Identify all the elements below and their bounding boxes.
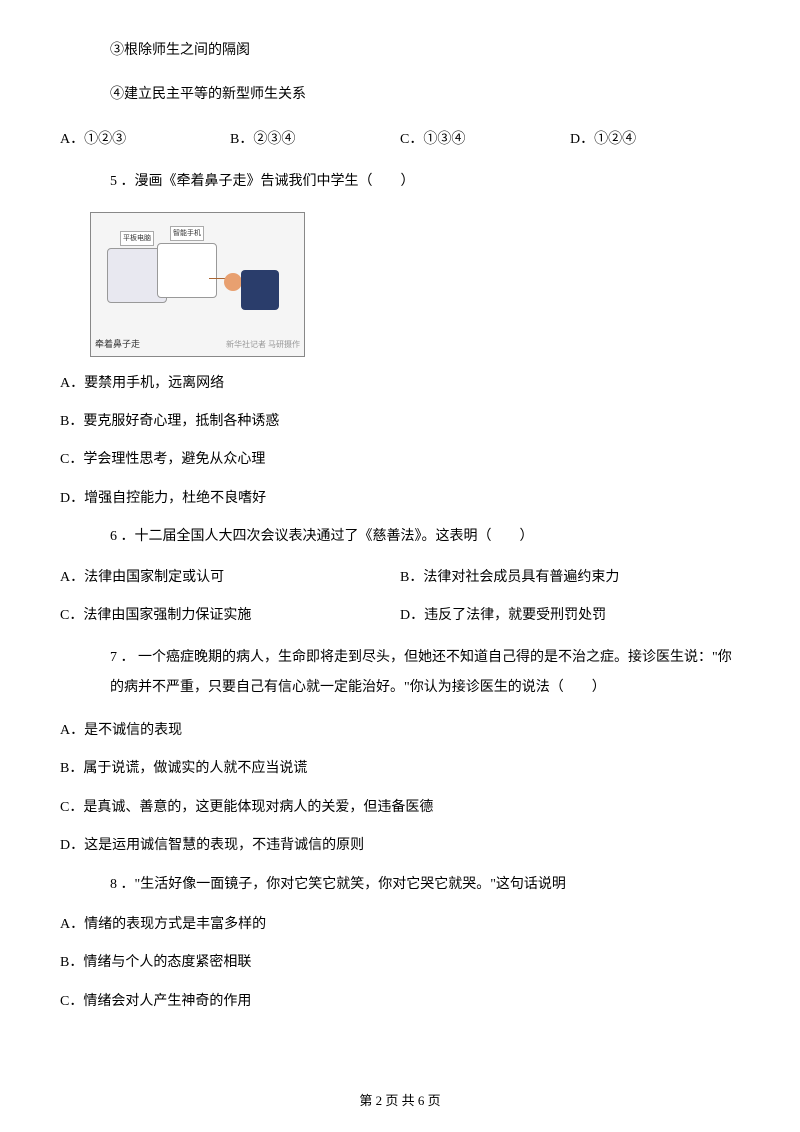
q6-row1: A．法律由国家制定或认可 B．法律对社会成员具有普遍约束力 [60,567,740,589]
q5-stem: 5 ．漫画《牵着鼻子走》告诫我们中学生（ ） [110,171,740,193]
cartoon-caption: 牵着鼻子走 [95,337,140,351]
person-head [224,273,242,291]
person-body [241,270,279,310]
q5-option-d: D．增强自控能力，杜绝不良嗜好 [60,488,740,510]
q6-row2: C．法律由国家强制力保证实施 D．违反了法律，就要受刑罚处罚 [60,605,740,627]
speech-tablet: 平板电脑 [120,231,154,246]
option-d: D．①②④ [570,129,740,151]
q5-option-c: C．学会理性思考，避免从众心理 [60,449,740,471]
speech-phone: 智能手机 [170,226,204,241]
cartoon-scene: 平板电脑 智能手机 [101,223,294,334]
q5-option-b: B．要克服好奇心理，抵制各种诱惑 [60,411,740,433]
q6-stem: 6 ．十二届全国人大四次会议表决通过了《慈善法》。这表明（ ） [110,526,740,548]
q7-option-d: D．这是运用诚信智慧的表现，不违背诚信的原则 [60,835,740,857]
page-footer: 第 2 页 共 6 页 [0,1091,800,1112]
q6-option-b: B．法律对社会成员具有普遍约束力 [400,567,619,589]
q7-option-b: B．属于说谎，做诚实的人就不应当说谎 [60,758,740,780]
statement-4: ④建立民主平等的新型师生关系 [110,84,740,106]
q7-option-a: A．是不诚信的表现 [60,720,740,742]
q7-stem: 7 ． 一个癌症晚期的病人，生命即将走到尽头，但她还不知道自己得的是不治之症。接… [110,643,740,702]
q8-option-b: B．情绪与个人的态度紧密相联 [60,952,740,974]
option-b: B．②③④ [230,129,400,151]
q7-option-c: C．是真诚、善意的，这更能体现对病人的关爱，但违备医德 [60,797,740,819]
option-a: A．①②③ [60,129,230,151]
q6-option-d: D．违反了法律，就要受刑罚处罚 [400,605,606,627]
phone-icon: 智能手机 [157,243,217,298]
option-c: C．①③④ [400,129,570,151]
q5-option-a: A．要禁用手机，远离网络 [60,373,740,395]
q8-stem: 8 ．"生活好像一面镜子，你对它笑它就笑，你对它哭它就哭。"这句话说明 [110,874,740,896]
q8-option-c: C．情绪会对人产生神奇的作用 [60,991,740,1013]
q8-option-a: A．情绪的表现方式是丰富多样的 [60,914,740,936]
person-figure [224,258,279,318]
q5-cartoon: 平板电脑 智能手机 牵着鼻子走 新华社记者 马研摄作 [90,212,305,357]
q6-option-a: A．法律由国家制定或认可 [60,567,400,589]
statement-3: ③根除师生之间的隔阂 [110,40,740,62]
q6-option-c: C．法律由国家强制力保证实施 [60,605,400,627]
q4-options: A．①②③ B．②③④ C．①③④ D．①②④ [60,129,740,151]
cartoon-attrib: 新华社记者 马研摄作 [226,339,300,352]
